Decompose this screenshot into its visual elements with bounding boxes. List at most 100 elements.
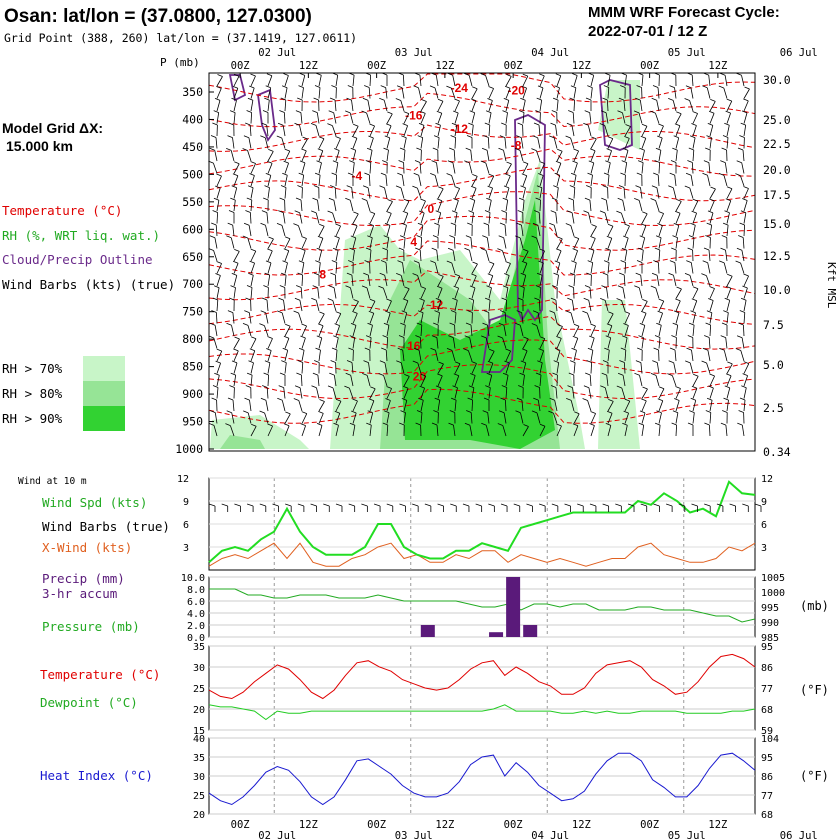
wind-barb-flag — [349, 422, 356, 426]
wind-barb-flag — [387, 199, 393, 202]
wind-barb-flag — [721, 235, 727, 238]
wind-barb — [454, 137, 456, 149]
wind-barb-flag — [402, 385, 409, 389]
wind-barb — [335, 174, 337, 187]
wind-barb — [233, 100, 237, 112]
wind-barb-flag — [381, 347, 387, 351]
isotherm-line — [208, 148, 756, 177]
wind-barb — [284, 275, 287, 287]
wind-barb — [300, 199, 303, 212]
wind-barb-flag — [249, 173, 255, 176]
precip-bar — [506, 577, 521, 637]
wind-barb-flag — [432, 147, 438, 151]
wind-barb-flag — [535, 197, 541, 201]
wind-barb-flag — [400, 410, 406, 413]
wind-barb — [249, 124, 252, 137]
model-grid-value: 15.000 km — [6, 138, 73, 154]
surface-wind-barb — [716, 503, 724, 507]
wind-barb-flag — [361, 198, 367, 201]
wind-barb-flag — [395, 98, 401, 101]
wind-barb — [658, 388, 665, 399]
wind-barb — [267, 350, 272, 362]
wind-barb — [675, 225, 680, 237]
wind-barb-flag — [705, 235, 711, 238]
wind-barb-flag — [436, 198, 443, 202]
wind-barb-flag — [606, 323, 613, 327]
wind-barb-flag — [641, 398, 647, 402]
wind-barb — [335, 401, 342, 412]
wind-barb — [471, 125, 474, 137]
wind-barb — [709, 125, 714, 137]
wind-barb — [471, 363, 477, 374]
wind-barb — [607, 250, 611, 262]
wind-barb-flag — [586, 272, 592, 276]
isotherm-line — [208, 73, 756, 103]
wind-barb-flag — [215, 185, 221, 189]
wind-barb-flag — [367, 410, 373, 414]
wind-barb-flag — [300, 423, 306, 426]
wind-barb — [675, 424, 677, 437]
wind-barb — [318, 413, 324, 424]
wind-barb-flag — [552, 372, 558, 376]
wind-barb-flag — [227, 310, 234, 313]
wind-barb-flag — [216, 86, 222, 89]
wind-barb — [401, 175, 405, 187]
wind-barb — [437, 375, 443, 387]
wind-barb — [436, 337, 439, 349]
wind-barb — [301, 350, 305, 362]
wind-barb-flag — [434, 310, 440, 313]
surface-wind-barb — [424, 503, 431, 507]
wind-barb-flag — [481, 147, 488, 151]
wind-barb-flag — [412, 273, 418, 276]
wind-barb-flag — [216, 173, 222, 177]
wind-barb-flag — [430, 173, 436, 176]
isotherm-line — [208, 388, 756, 424]
wind-barb-flag — [723, 397, 729, 401]
wind-barb — [675, 237, 678, 249]
wind-barb-flag — [232, 260, 239, 264]
y2-tick-label: 86 — [761, 663, 773, 674]
wind-barb — [369, 412, 374, 424]
bottom-time-tick-label: 12Z — [435, 819, 454, 831]
wind-barb — [369, 74, 371, 87]
wind-barb — [401, 87, 405, 99]
rh-legend-text: RH > 90% — [2, 411, 63, 426]
wind-barb — [386, 424, 389, 437]
wind-barb-flag — [262, 110, 269, 113]
wind-barb-flag — [468, 385, 475, 389]
wind-barb-flag — [378, 373, 384, 376]
wind-barb — [216, 299, 219, 312]
wind-barb-flag — [480, 73, 486, 76]
wind-barb-flag — [484, 297, 491, 301]
isotherm-line — [208, 240, 756, 276]
wind-barb-flag — [639, 235, 645, 239]
wind-barb-flag — [603, 260, 610, 263]
wind-barb — [403, 376, 410, 387]
surface-wind-barb — [665, 503, 673, 507]
wind-barb — [587, 312, 592, 324]
wind-barb-flag — [519, 372, 525, 376]
wind-barb-flag — [505, 348, 511, 352]
wind-barb — [386, 213, 392, 224]
wind-barb — [437, 101, 444, 112]
wind-barb-flag — [520, 97, 526, 101]
wind-barb-flag — [265, 260, 272, 264]
wind-barb — [485, 162, 490, 174]
wind-barb — [267, 338, 273, 349]
wind-barb — [573, 150, 579, 162]
wind-barb-flag — [216, 261, 222, 264]
wind-barb — [590, 337, 595, 349]
wind-barb-flag — [379, 360, 386, 364]
wind-barb-flag — [487, 273, 493, 277]
wind-barb-flag — [702, 172, 708, 176]
wind-barb — [384, 275, 388, 287]
wind-barb-flag — [534, 210, 540, 213]
wind-barb-flag — [572, 248, 578, 251]
wind-barb-flag — [282, 172, 288, 176]
wind-barb-flag — [416, 322, 422, 326]
wind-barb — [403, 237, 406, 249]
wind-barb-flag — [718, 173, 725, 176]
wind-barb-flag — [311, 210, 317, 214]
wind-barb-flag — [607, 136, 613, 139]
wind-barb — [386, 300, 392, 312]
